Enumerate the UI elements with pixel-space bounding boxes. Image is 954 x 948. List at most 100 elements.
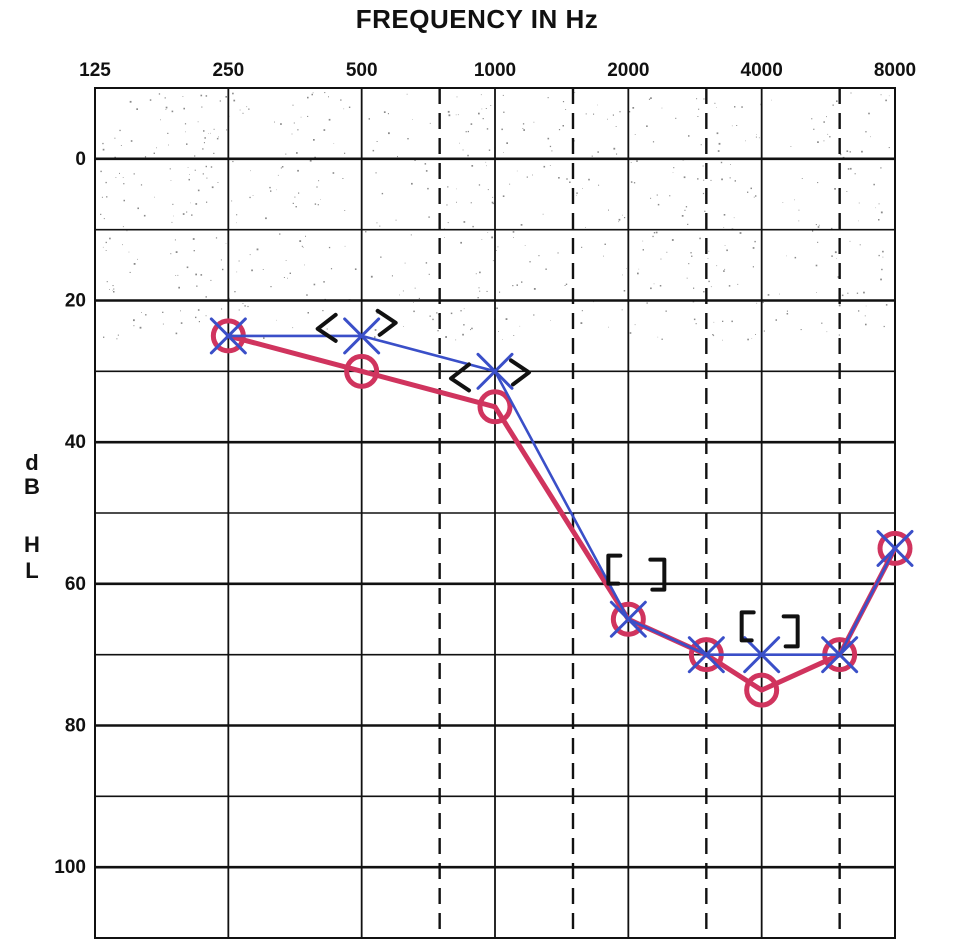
x-tick-label: 2000 xyxy=(607,60,649,81)
speckle-dot xyxy=(239,109,241,111)
speckle-dot xyxy=(391,275,393,277)
speckle-dot xyxy=(463,308,465,310)
y-tick-label: 40 xyxy=(65,432,86,453)
y-tick-label: 80 xyxy=(65,716,86,737)
speckle-dot xyxy=(463,221,466,223)
speckle-dot xyxy=(847,168,850,170)
speckle-dot xyxy=(626,268,627,269)
speckle-dot xyxy=(198,321,200,323)
speckle-dot xyxy=(205,95,208,97)
speckle-dot xyxy=(782,202,784,203)
speckle-dot xyxy=(457,114,459,116)
speckle-dot xyxy=(491,236,493,239)
speckle-dot xyxy=(447,186,449,188)
y-tick-labels: 0 20 40 60 80 100 xyxy=(54,149,86,878)
speckle-dot xyxy=(661,107,663,109)
chart-title: FREQUENCY IN Hz xyxy=(355,4,599,34)
speckle-dot xyxy=(492,260,494,262)
speckle-dot xyxy=(478,112,480,115)
speckle-dot xyxy=(604,243,606,245)
speckle-dot xyxy=(397,156,398,158)
speckle-dot xyxy=(112,285,114,287)
speckle-dot xyxy=(210,166,213,168)
speckle-dot xyxy=(294,196,296,198)
speckle-dot xyxy=(162,323,164,325)
speckle-dot xyxy=(478,287,480,289)
speckle-dot xyxy=(656,194,658,196)
speckle-dot xyxy=(834,188,836,190)
speckle-dot xyxy=(122,177,124,178)
speckle-dot xyxy=(320,199,321,200)
speckle-dot xyxy=(693,287,695,289)
speckle-dot xyxy=(831,227,833,230)
speckle-dot xyxy=(276,189,277,191)
speckle-dot xyxy=(736,125,738,126)
speckle-dot xyxy=(533,121,535,123)
speckle-dot xyxy=(236,271,238,273)
speckle-dot xyxy=(868,112,870,115)
speckle-dot xyxy=(383,111,386,113)
speckle-dot xyxy=(481,108,483,110)
speckle-dot xyxy=(675,117,677,119)
speckle-dot xyxy=(379,225,381,227)
speckle-dot xyxy=(436,312,438,314)
speckle-dot xyxy=(836,100,838,102)
y-tick-label: 20 xyxy=(65,291,86,312)
speckle-dot xyxy=(839,153,842,156)
speckle-dot xyxy=(607,118,608,120)
speckle-dot xyxy=(414,159,416,161)
speckle-dot xyxy=(526,176,528,178)
speckle-dot xyxy=(399,294,400,296)
bone-left-bracket-mark xyxy=(739,610,756,643)
bone-right-angle-mark xyxy=(509,358,531,387)
speckle-dot xyxy=(126,230,128,232)
speckle-dot xyxy=(448,114,451,117)
speckle-dot xyxy=(621,309,623,311)
speckle-dot xyxy=(242,112,244,114)
speckle-dot xyxy=(471,327,473,330)
speckle-dot xyxy=(878,203,880,205)
circle-marker xyxy=(344,353,380,389)
speckle-dot xyxy=(700,144,702,146)
speckle-dot xyxy=(174,239,176,241)
speckle-dot xyxy=(456,96,458,98)
speckle-dot xyxy=(236,222,237,224)
speckle-dot xyxy=(697,178,699,180)
speckle-dot xyxy=(249,196,251,199)
speckle-dot xyxy=(411,182,413,185)
speckle-dot xyxy=(790,146,792,147)
speckle-dot xyxy=(551,150,553,152)
speckle-dot xyxy=(685,206,688,208)
speckle-dot xyxy=(758,137,760,139)
speckle-dot xyxy=(547,137,550,140)
speckle-dot xyxy=(512,285,514,287)
speckle-dot xyxy=(187,167,189,168)
speckle-dot xyxy=(775,319,777,321)
speckle-dot xyxy=(424,163,427,165)
speckle-dot xyxy=(297,169,299,172)
bone-right-bracket-mark xyxy=(648,557,667,592)
speckle-dot xyxy=(145,314,147,316)
speckle-dot xyxy=(141,312,142,313)
speckle-dot xyxy=(506,142,508,144)
cross-marker xyxy=(476,352,514,390)
speckle-dot xyxy=(827,133,829,135)
speckle-dot xyxy=(873,183,875,186)
speckle-dot xyxy=(427,187,429,190)
speckle-dot xyxy=(305,235,306,237)
speckle-dot xyxy=(446,204,448,206)
speckle-dot xyxy=(477,297,479,299)
speckle-dot xyxy=(753,196,755,198)
speckle-dot xyxy=(323,281,325,283)
speckle-dot xyxy=(206,201,208,203)
speckle-dot xyxy=(838,334,840,336)
speckle-dot xyxy=(292,202,294,204)
speckle-dot xyxy=(292,327,294,329)
speckle-dot xyxy=(752,247,755,249)
speckle-dot xyxy=(374,336,376,338)
speckle-dot xyxy=(103,218,105,220)
speckle-dot xyxy=(154,196,155,198)
speckle-dot xyxy=(113,288,115,290)
speckle-dot xyxy=(533,288,536,290)
speckle-dot xyxy=(232,160,234,163)
